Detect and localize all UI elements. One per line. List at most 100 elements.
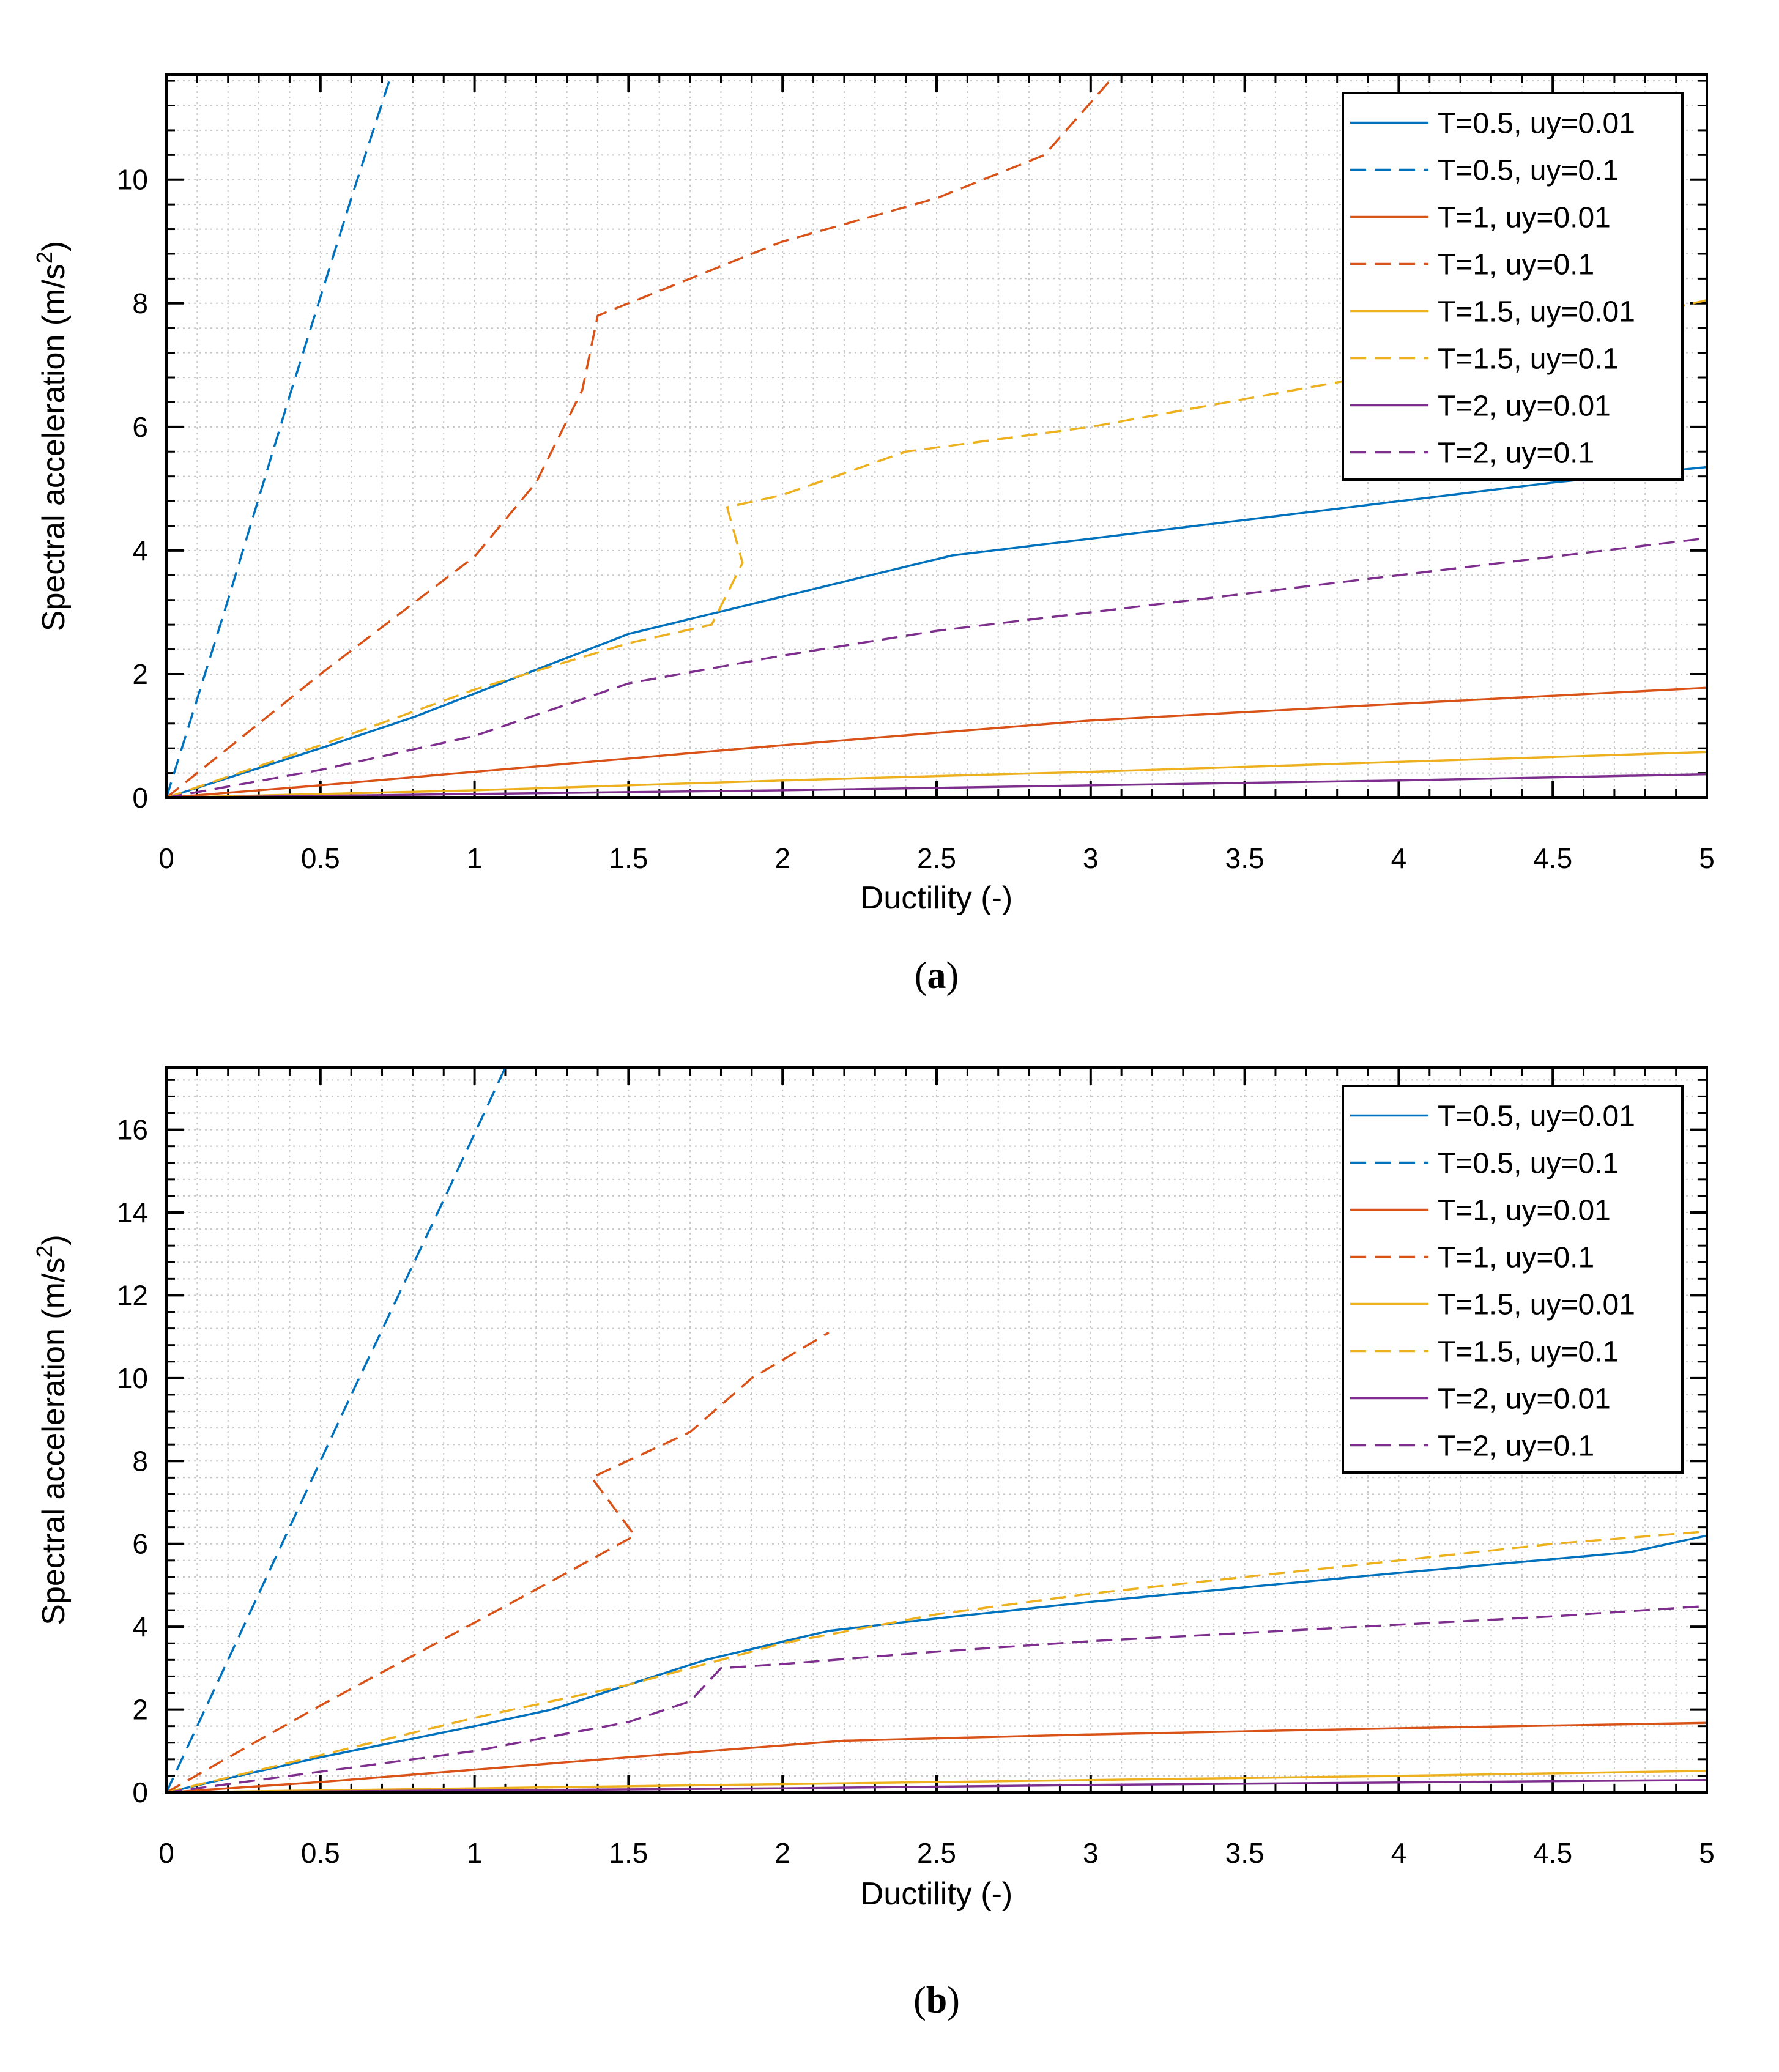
series-line-6 xyxy=(166,1778,1707,1794)
caption-letter: b xyxy=(926,1980,947,2021)
x-axis-label: Ductility (-) xyxy=(861,880,1012,916)
legend-label-2: T=1, uy=0.01 xyxy=(1438,1195,1611,1227)
legend-label-7: T=2, uy=0.1 xyxy=(1438,437,1594,470)
x-tick-label: 5 xyxy=(1699,842,1715,874)
x-tick-label: 1.5 xyxy=(609,842,648,874)
axes-box xyxy=(165,1066,1708,1794)
y-tick-label: 0 xyxy=(132,1777,148,1808)
x-tick-label: 3.5 xyxy=(1225,1837,1265,1869)
x-tick-label: 2 xyxy=(774,1837,790,1869)
y-tick-label: 14 xyxy=(117,1197,148,1228)
y-axis-label-superscript: 2 xyxy=(32,1246,57,1258)
series-line-6 xyxy=(166,773,1707,799)
y-tick-label: 2 xyxy=(132,658,148,690)
series-group xyxy=(165,73,1707,799)
y-tick-label: 4 xyxy=(132,1611,148,1643)
legend-label-5: T=1.5, uy=0.1 xyxy=(1438,1336,1619,1368)
legend-label-5: T=1.5, uy=0.1 xyxy=(1438,343,1619,376)
x-tick-label: 3.5 xyxy=(1225,842,1265,874)
y-tick-label: 4 xyxy=(132,535,148,566)
x-tick-label: 0 xyxy=(158,842,174,874)
y-axis-label: Spectral acceleration (m/s2) xyxy=(32,241,72,631)
x-tick-label: 2.5 xyxy=(917,1837,956,1869)
series-line-4 xyxy=(166,1770,1707,1794)
series-group xyxy=(165,1067,1707,1794)
legend-label-3: T=1, uy=0.1 xyxy=(1438,1242,1594,1274)
legend-label-1: T=0.5, uy=0.1 xyxy=(1438,1148,1619,1180)
y-tick-label: 10 xyxy=(117,1362,148,1394)
y-tick-label: 16 xyxy=(117,1114,148,1146)
y-axis-label: Spectral acceleration (m/s2) xyxy=(32,1235,72,1625)
y-tick-label: 8 xyxy=(132,1445,148,1477)
caption-open: ( xyxy=(913,1980,926,2021)
y-axis-label-main: Spectral acceleration (m/s xyxy=(36,1258,72,1625)
caption-letter: a xyxy=(927,955,946,997)
caption: (a) xyxy=(915,955,959,997)
legend-label-6: T=2, uy=0.01 xyxy=(1438,1383,1611,1416)
chart-b: 0 0.5 1 1.5 2 2.5 3 3.5 4 4.5 5 0 2 4 6 8 10 12 14 16 Ductil… xyxy=(32,1066,1715,2021)
legend-label-3: T=1, uy=0.1 xyxy=(1438,249,1594,281)
x-tick-label: 1 xyxy=(467,1837,483,1869)
caption-close: ) xyxy=(946,955,959,997)
x-tick-label: 1 xyxy=(467,842,483,874)
y-tick-label: 12 xyxy=(117,1279,148,1311)
legend-label-7: T=2, uy=0.1 xyxy=(1438,1430,1594,1463)
chart-a: 0 0.5 1 1.5 2 2.5 3 3.5 4 4.5 5 0 2 4 6 8 10 Ductility (-… xyxy=(32,73,1715,997)
x-tick-label: 4 xyxy=(1391,842,1407,874)
y-axis-label-close: ) xyxy=(36,1235,72,1245)
caption: (b) xyxy=(913,1980,960,2021)
x-tick-label: 3 xyxy=(1083,1837,1099,1869)
series-line-5 xyxy=(166,299,1707,799)
y-tick-label: 6 xyxy=(132,411,148,443)
x-tick-label: 4.5 xyxy=(1533,842,1572,874)
series-line-5 xyxy=(166,1530,1707,1794)
x-tick-label: 3 xyxy=(1083,842,1099,874)
x-tick-label: 2.5 xyxy=(917,842,956,874)
axes-box xyxy=(165,73,1708,799)
y-axis-label-main: Spectral acceleration (m/s xyxy=(36,264,72,631)
x-tick-label: 4.5 xyxy=(1533,1837,1572,1869)
x-tick-label: 2 xyxy=(774,842,790,874)
legend-label-4: T=1.5, uy=0.01 xyxy=(1438,296,1635,329)
legend-box xyxy=(1342,92,1684,481)
series-line-2 xyxy=(166,1721,1707,1794)
legend-label-4: T=1.5, uy=0.01 xyxy=(1438,1289,1635,1321)
x-tick-label: 0.5 xyxy=(301,1837,340,1869)
y-tick-label: 0 xyxy=(132,782,148,814)
series-line-3 xyxy=(165,73,1116,799)
x-tick-label: 1.5 xyxy=(609,1837,648,1869)
series-line-1 xyxy=(165,74,393,798)
y-axis-label-close: ) xyxy=(36,241,72,251)
series-line-2 xyxy=(166,686,1707,799)
x-tick-label: 5 xyxy=(1699,1837,1715,1869)
series-line-3 xyxy=(166,1331,830,1794)
legend: T=0.5, uy=0.01 T=0.5, uy=0.1 T=1, uy=0.01 T… xyxy=(1342,1085,1684,1474)
x-tick-label: 0 xyxy=(158,1837,174,1869)
legend-label-0: T=0.5, uy=0.01 xyxy=(1438,1101,1635,1133)
series-line-0 xyxy=(166,1534,1707,1794)
legend-label-0: T=0.5, uy=0.01 xyxy=(1438,108,1635,140)
ticks xyxy=(165,1068,1708,1794)
x-tick-label: 0.5 xyxy=(301,842,340,874)
legend-label-1: T=0.5, uy=0.1 xyxy=(1438,155,1619,187)
x-tick-label: 4 xyxy=(1391,1837,1407,1869)
y-tick-label: 6 xyxy=(132,1528,148,1560)
legend: T=0.5, uy=0.01 T=0.5, uy=0.1 T=1, uy=0.01 T… xyxy=(1342,92,1684,481)
caption-close: ) xyxy=(947,1980,960,2021)
legend-label-6: T=2, uy=0.01 xyxy=(1438,390,1611,423)
series-line-0 xyxy=(166,466,1707,799)
caption-open: ( xyxy=(915,955,927,997)
series-line-4 xyxy=(166,751,1707,799)
legend-box xyxy=(1342,1085,1684,1474)
y-tick-label: 8 xyxy=(132,288,148,319)
ticks xyxy=(165,75,1708,799)
legend-label-2: T=1, uy=0.01 xyxy=(1438,202,1611,234)
series-line-7 xyxy=(166,537,1707,799)
x-axis-label: Ductility (-) xyxy=(861,1876,1012,1912)
y-tick-label: 2 xyxy=(132,1694,148,1726)
y-axis-label-superscript: 2 xyxy=(32,251,57,264)
y-tick-label: 10 xyxy=(117,164,148,196)
series-line-7 xyxy=(166,1605,1707,1794)
